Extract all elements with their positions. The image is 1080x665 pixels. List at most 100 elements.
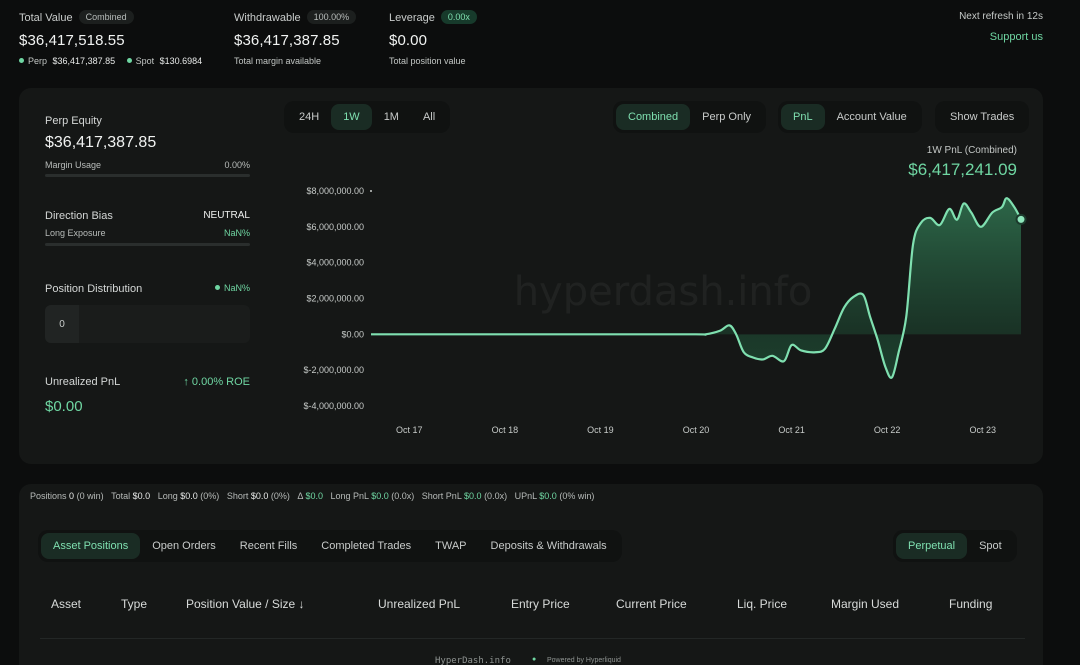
footer-dot: ●: [532, 656, 537, 663]
metric-pnl[interactable]: PnL: [781, 104, 825, 130]
total-value-block: Total Value Combined $36,417,518.55 Perp …: [19, 10, 202, 66]
y-tick-label: $8,000,000.00: [306, 186, 364, 196]
footer-site[interactable]: HyperDash.info: [435, 656, 511, 665]
y-axis: $8,000,000.00 $6,000,000.00 $4,000,000.00 $…: [303, 186, 364, 411]
withdrawable-block: Withdrawable 100.00% $36,417,387.85 Total…: [234, 10, 357, 66]
refresh-timer: Next refresh in 12s: [959, 11, 1043, 22]
unrealized-pnl-value: $0.00: [45, 398, 83, 415]
mode-selector: Combined Perp Only: [613, 101, 767, 133]
tab-deposits-withdrawals[interactable]: Deposits & Withdrawals: [490, 540, 607, 552]
x-tick-label: Oct 17: [396, 425, 423, 435]
col-funding[interactable]: Funding: [949, 597, 993, 611]
y-tick-label: $4,000,000.00: [306, 258, 364, 268]
leverage-block: Leverage 0.00x $0.00 Total position value: [389, 10, 477, 66]
x-tick-label: Oct 21: [778, 425, 805, 435]
withdrawable-sub: Total margin available: [234, 56, 322, 66]
left-panel: Perp Equity $36,417,387.85 Margin Usage …: [45, 115, 250, 415]
withdrawable-value: $36,417,387.85: [234, 32, 340, 49]
range-24h[interactable]: 24H: [299, 111, 320, 123]
show-trades-button[interactable]: Show Trades: [950, 111, 1015, 123]
tab-perpetual[interactable]: Perpetual: [896, 533, 968, 559]
total-value: $36,417,518.55: [19, 32, 125, 49]
metric-selector: PnL Account Value: [778, 101, 922, 133]
distribution-count: 0: [45, 305, 79, 343]
x-tick-label: Oct 18: [492, 425, 519, 435]
market-tabs: Perpetual Spot: [893, 530, 1017, 562]
tab-twap[interactable]: TWAP: [435, 540, 467, 552]
tab-asset-positions[interactable]: Asset Positions: [41, 533, 141, 559]
y-tick-label: $2,000,000.00: [306, 294, 364, 304]
combined-badge: Combined: [78, 10, 134, 24]
withdrawable-badge: 100.00%: [306, 10, 357, 24]
mode-perp-only[interactable]: Perp Only: [702, 111, 752, 123]
unrealized-pnl-label: Unrealized PnL: [45, 376, 121, 388]
upnl-summary: UPnL $0.0 (0% win): [514, 491, 595, 501]
distribution-dot: [214, 285, 220, 290]
range-all[interactable]: All: [422, 111, 436, 123]
long-pnl-summary: Long PnL $0.0 (0.0x): [330, 491, 415, 501]
x-axis: Oct 17 Oct 18 Oct 19 Oct 20 Oct 21 Oct 22 Oct …: [396, 425, 996, 435]
range-1w[interactable]: 1W: [331, 104, 372, 130]
chart-headline-value: $6,417,241.09: [908, 160, 1017, 179]
chart-title: 1W PnL (Combined): [926, 145, 1017, 156]
leverage-sub: Total position value: [389, 56, 466, 66]
y-tick-label: $0.00: [341, 329, 364, 339]
summary-strip: Positions 0 (0 win) Total $0.0 Long $0.0…: [30, 491, 594, 501]
support-us-link[interactable]: Support us: [989, 31, 1043, 43]
positions-tabs: Asset Positions Open Orders Recent Fills…: [38, 530, 622, 562]
leverage-value: $0.00: [389, 32, 428, 49]
long-exposure-value: NaN%: [223, 228, 250, 238]
pnl-line: [371, 197, 1022, 379]
spot-dot: [126, 58, 132, 63]
range-1m[interactable]: 1M: [383, 111, 399, 123]
positions-card: [19, 484, 1043, 665]
total-summary: Total $0.0: [111, 491, 151, 501]
tab-recent-fills[interactable]: Recent Fills: [239, 540, 298, 552]
x-tick-label: Oct 19: [587, 425, 614, 435]
perp-equity-label: Perp Equity: [45, 115, 102, 127]
pnl-area-positive: [371, 198, 1021, 335]
delta-summary: Δ $0.0: [297, 491, 323, 501]
spot-value: $130.6984: [159, 56, 203, 66]
tab-open-orders[interactable]: Open Orders: [152, 540, 216, 552]
col-type[interactable]: Type: [121, 597, 148, 611]
col-current-price[interactable]: Current Price: [616, 597, 687, 611]
col-entry-price[interactable]: Entry Price: [511, 597, 570, 611]
col-liq-price[interactable]: Liq. Price: [737, 597, 788, 611]
col-unrealized-pnl[interactable]: Unrealized PnL: [378, 597, 461, 611]
overview-card: [19, 88, 1043, 464]
margin-usage-bar: [45, 174, 250, 177]
y-tick-label: $-4,000,000.00: [303, 401, 364, 411]
y-tick-label: $-2,000,000.00: [303, 365, 364, 375]
pnl-end-marker[interactable]: [1015, 213, 1027, 225]
withdrawable-label: Withdrawable: [234, 12, 301, 24]
table-divider: [40, 638, 1025, 639]
tab-completed-trades[interactable]: Completed Trades: [321, 540, 412, 552]
tab-spot[interactable]: Spot: [979, 540, 1002, 552]
col-margin-used[interactable]: Margin Used: [831, 597, 900, 611]
range-selector: 24H 1W 1M All: [284, 101, 451, 133]
leverage-badge: 0.00x: [440, 10, 477, 24]
watermark: hyperdash.info: [514, 269, 813, 315]
x-tick-label: Oct 22: [874, 425, 901, 435]
short-summary: Short $0.0 (0%): [226, 491, 290, 501]
roe-value: ↑ 0.00% ROE: [183, 376, 250, 388]
spot-label: Spot: [135, 56, 155, 66]
col-position-value[interactable]: Position Value / Size ↓: [186, 597, 305, 611]
perp-label: Perp: [28, 56, 48, 66]
col-asset[interactable]: Asset: [51, 597, 82, 611]
total-value-label: Total Value: [19, 12, 73, 24]
metric-account-value[interactable]: Account Value: [836, 111, 907, 123]
position-distribution-value: NaN%: [223, 283, 250, 293]
direction-bias-value: NEUTRAL: [203, 210, 250, 221]
mode-combined[interactable]: Combined: [616, 104, 691, 130]
y-tick-label: $6,000,000.00: [306, 222, 364, 232]
footer-powered[interactable]: Powered by Hyperliquid: [547, 657, 621, 664]
perp-dot: [19, 58, 24, 63]
position-distribution-label: Position Distribution: [45, 283, 143, 295]
perp-equity-value: $36,417,387.85: [45, 134, 157, 151]
leverage-label: Leverage: [389, 12, 435, 24]
distribution-box: 0: [45, 305, 250, 343]
perp-value: $36,417,387.85: [52, 56, 116, 66]
axis-top-dot: [370, 190, 372, 192]
